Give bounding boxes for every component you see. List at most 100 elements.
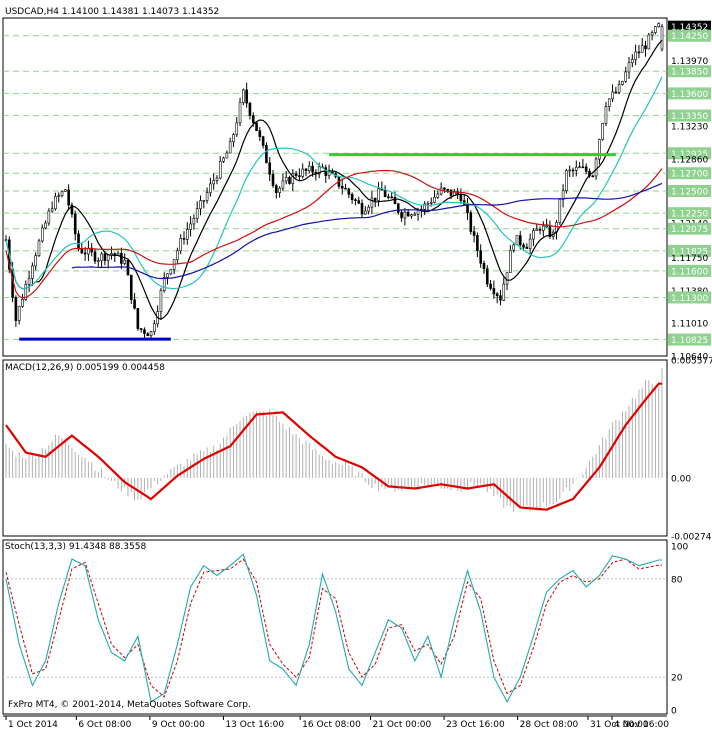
candle-body: [199, 200, 202, 209]
candle-body: [644, 45, 647, 50]
candle-body: [149, 331, 153, 336]
candle-body: [40, 227, 44, 242]
time-tick-label: 1 Oct 2014: [8, 720, 58, 730]
candle-body: [304, 168, 308, 171]
candle: [492, 280, 496, 299]
candle-body: [387, 196, 390, 199]
candle: [288, 175, 291, 185]
candle-body: [307, 165, 311, 171]
time-tick-label: 28 Oct 08:00: [520, 720, 579, 730]
candle-body: [34, 255, 37, 267]
candle: [87, 240, 90, 261]
candle-body: [50, 208, 54, 212]
price-tick-label: 1.11600: [671, 267, 708, 277]
candle-body: [179, 238, 183, 252]
candle-body: [657, 23, 661, 28]
candle-body: [186, 229, 189, 240]
candle: [627, 56, 631, 79]
candle: [403, 207, 407, 226]
candle: [459, 188, 463, 204]
candle-body: [406, 211, 410, 217]
level-box: [668, 65, 711, 78]
candle: [275, 183, 278, 199]
candle-body: [631, 59, 634, 63]
candle-body: [103, 253, 107, 261]
candle-body: [598, 139, 601, 160]
candle: [284, 170, 288, 185]
candle-body: [60, 191, 64, 196]
price-tick-label: 1.11750: [671, 254, 708, 264]
level-box: [668, 207, 711, 220]
candle-body: [542, 225, 545, 231]
candle: [456, 188, 459, 200]
candle: [278, 186, 281, 198]
candle: [218, 156, 222, 180]
candle-body: [561, 190, 565, 200]
candle: [162, 272, 166, 293]
candle: [100, 251, 103, 269]
time-tick-label: 16 Oct 08:00: [302, 720, 361, 730]
candle: [558, 199, 562, 226]
candle: [205, 187, 209, 204]
candle: [479, 244, 482, 268]
candle: [340, 178, 344, 195]
candle: [202, 199, 206, 209]
price-tick-label: 1.12860: [671, 156, 708, 166]
price-tick-label: 1.13970: [671, 57, 708, 67]
candle-body: [120, 253, 123, 264]
price-pane-frame: [2, 17, 668, 357]
candle-body: [522, 244, 525, 248]
candle: [545, 218, 548, 228]
candle: [443, 187, 446, 193]
time-tick-label: 4 Nov 16:00: [614, 720, 669, 730]
candle: [209, 177, 212, 197]
candle-body: [621, 81, 624, 85]
candle-body: [248, 102, 252, 116]
candle: [238, 97, 242, 127]
level-box: [668, 222, 711, 235]
candle: [574, 160, 578, 177]
candle: [307, 161, 311, 174]
candle: [133, 292, 136, 310]
candle-body: [265, 145, 268, 164]
candle: [532, 228, 535, 247]
candle: [337, 176, 341, 190]
candle: [565, 168, 568, 194]
stoch-tick-label: 80: [671, 575, 683, 585]
candle: [34, 252, 37, 271]
candle-body: [515, 235, 519, 246]
candle: [314, 169, 318, 181]
candle: [433, 190, 436, 204]
stochastic-pane[interactable]: 100 80 20 0: [2, 539, 688, 717]
candle-body: [136, 308, 140, 329]
candle-body: [347, 188, 351, 195]
candle-body: [614, 91, 618, 94]
candle: [304, 167, 308, 177]
macd-title: MACD(12,26,9) 0.005199 0.004458: [5, 363, 165, 373]
price-tick-label: 1.14352: [671, 23, 708, 33]
candle-body: [492, 288, 496, 295]
candle-body: [100, 253, 103, 261]
candle-body: [166, 273, 169, 278]
candle-body: [162, 277, 166, 291]
candle-body: [123, 259, 126, 264]
price-tick-label: 1.14250: [671, 32, 708, 42]
level-box: [668, 184, 711, 197]
candle-body: [17, 306, 21, 321]
macd-pane[interactable]: 0.005577 0.00 -0.002747: [2, 357, 712, 543]
candle-body: [640, 45, 644, 53]
candle-body: [212, 180, 215, 185]
candle-body: [245, 89, 248, 104]
level-box: [668, 87, 711, 100]
time-tick-label: 9 Oct 00:00: [152, 720, 205, 730]
candle-body: [153, 323, 156, 332]
candle: [604, 101, 608, 127]
candle: [436, 190, 440, 200]
candle: [21, 294, 24, 308]
candle: [44, 220, 47, 230]
candle: [60, 190, 64, 198]
candle-body: [400, 211, 403, 219]
candle: [472, 226, 476, 243]
